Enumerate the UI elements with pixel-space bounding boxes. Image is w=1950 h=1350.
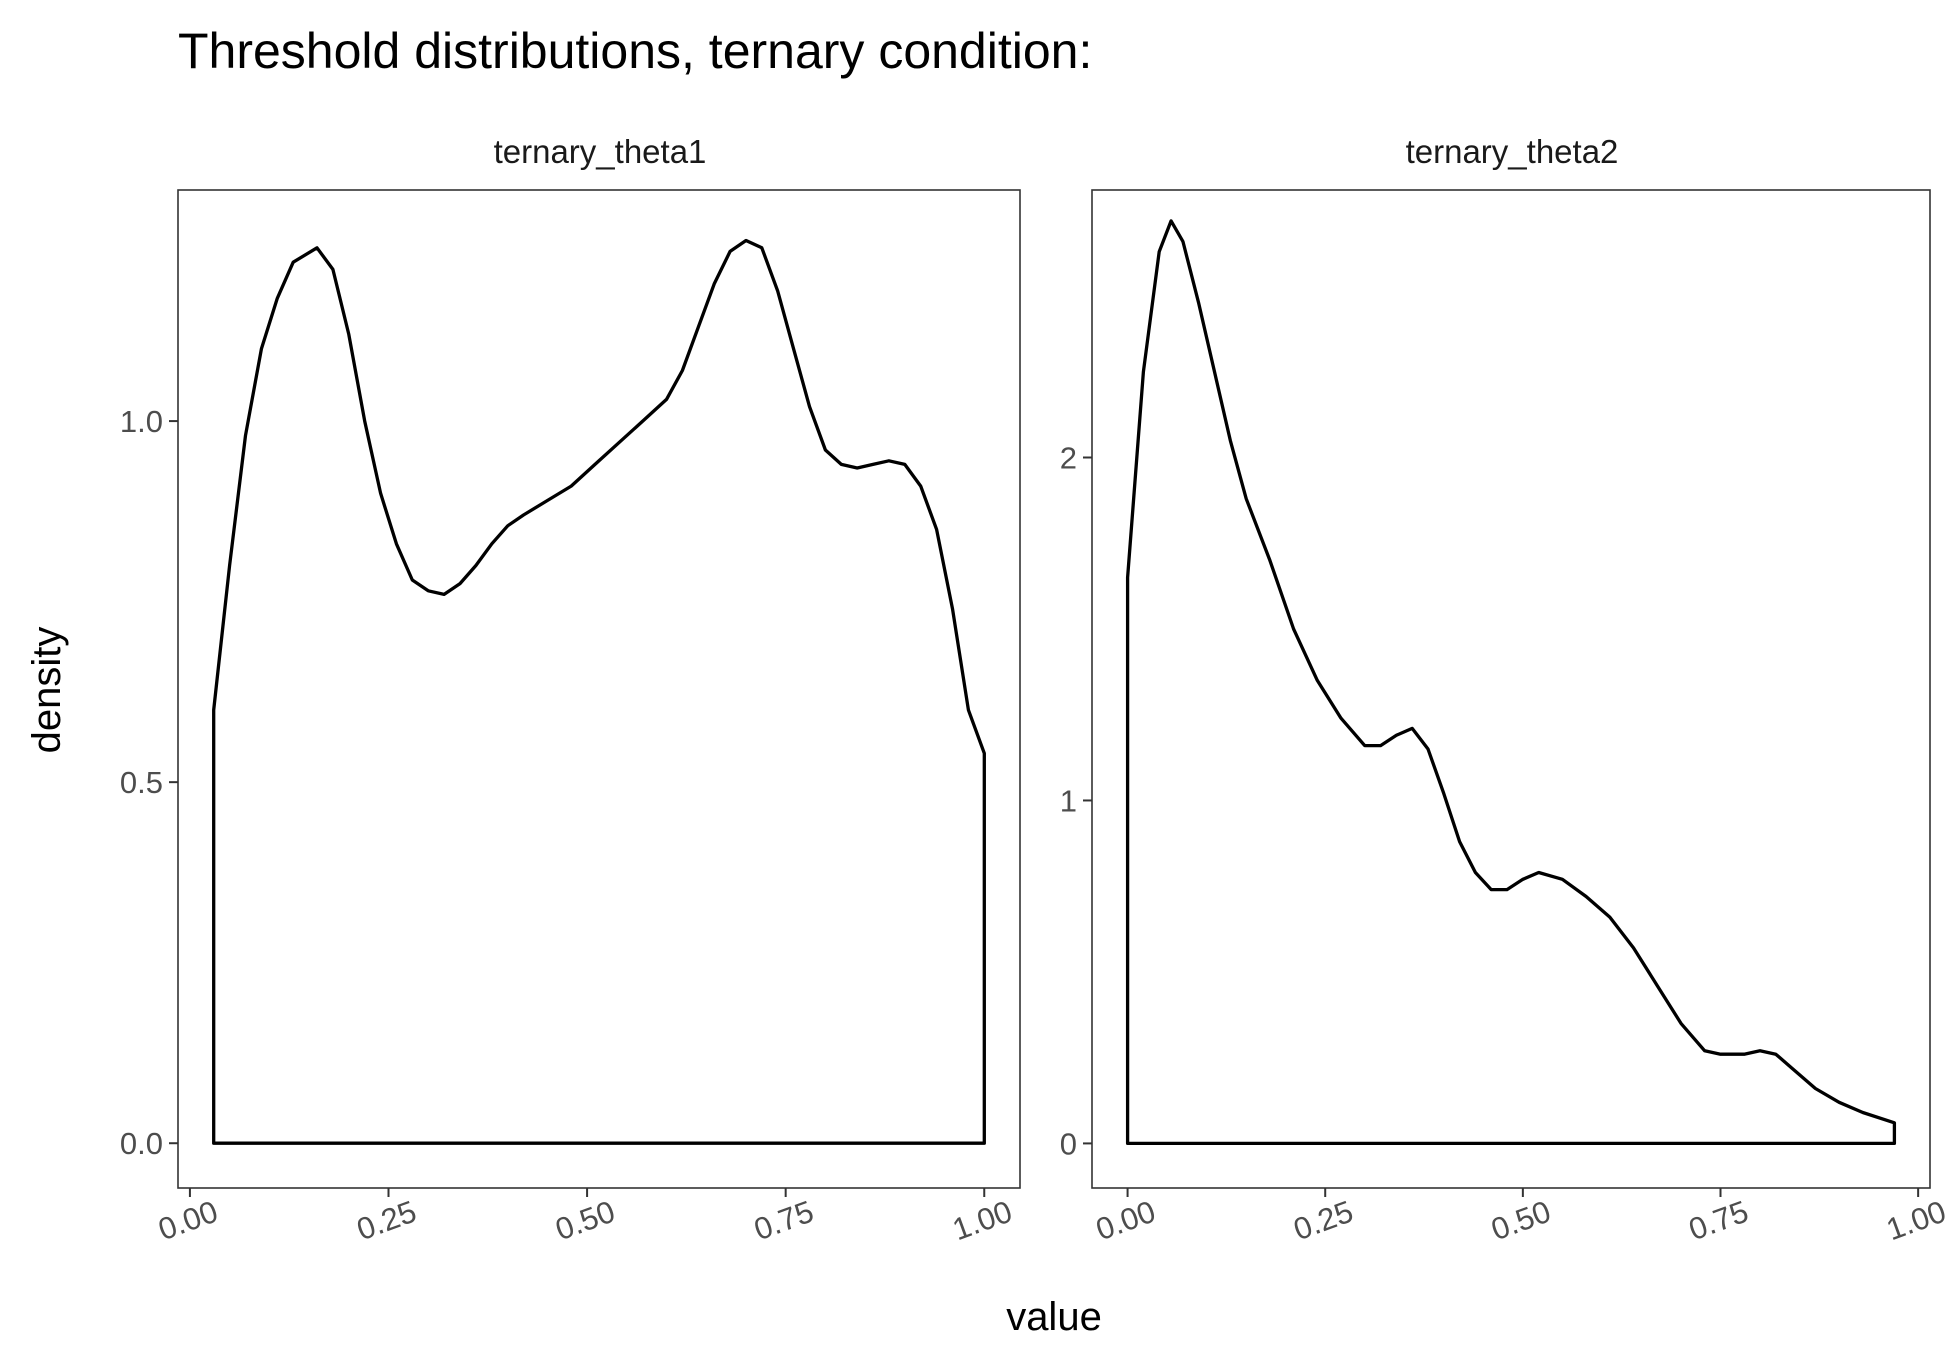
y-tick-label: 2 (1060, 441, 1077, 476)
y-tick-label: 1.0 (120, 404, 163, 439)
x-tick-label: 0.50 (1487, 1194, 1556, 1248)
x-tick-label: 0.25 (1289, 1194, 1358, 1248)
x-tick-label: 0.00 (1091, 1194, 1160, 1248)
x-tick-label: 0.75 (1684, 1194, 1753, 1248)
y-axis-title: density (25, 627, 69, 754)
density-line (1125, 219, 1897, 1146)
x-tick-label: 0.00 (154, 1194, 223, 1248)
y-tick-label: 1 (1060, 783, 1077, 818)
facet-panel-theta2: ternary_theta2 0.00 0.25 0.50 0.75 1.00 0 1 2 (1060, 133, 1950, 1247)
facet-panel-theta1: ternary_theta1 0.00 0.25 0.50 0.75 1.00 0.0 0.… (120, 133, 1021, 1248)
x-tick-label: 0.25 (352, 1194, 421, 1248)
panel-border (1091, 189, 1931, 1189)
y-tick-label: 0.5 (120, 765, 163, 800)
facet-strip-label: ternary_theta2 (1406, 133, 1619, 170)
density-line (212, 238, 986, 1145)
y-tick-label: 0 (1060, 1126, 1077, 1161)
x-tick-label: 1.00 (1882, 1194, 1950, 1248)
x-tick-label: 0.50 (551, 1194, 620, 1248)
chart-title: Threshold distributions, ternary conditi… (178, 23, 1092, 79)
panel-border (177, 189, 1021, 1189)
x-axis-title: value (1006, 1295, 1102, 1339)
x-tick-label: 1.00 (948, 1194, 1017, 1248)
y-tick-label: 0.0 (120, 1126, 163, 1161)
facet-strip-label: ternary_theta1 (494, 133, 707, 170)
x-tick-label: 0.75 (749, 1194, 818, 1248)
